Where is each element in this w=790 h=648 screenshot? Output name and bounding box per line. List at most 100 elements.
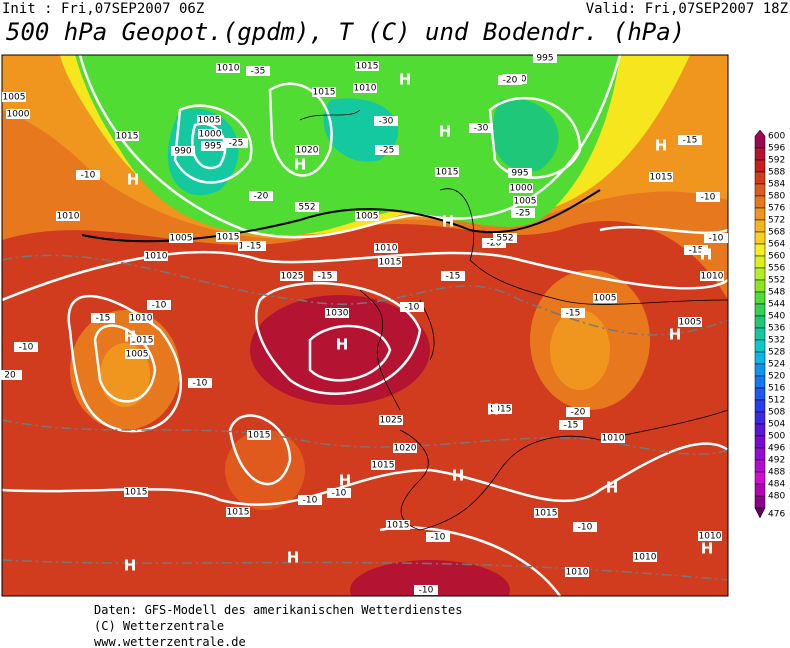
pressure-label-bg: [533, 53, 557, 63]
footer-copyright: (C) Wetterzentrale: [94, 619, 224, 633]
height-label-bg: [493, 233, 517, 243]
temperature-label-bg: [242, 241, 266, 251]
high-pressure-marker: H: [669, 326, 682, 344]
pressure-label-bg: [633, 552, 657, 562]
pressure-label: 1000: [7, 110, 30, 120]
pressure-label: 1005: [3, 93, 26, 103]
colorbar-label: 548: [768, 288, 785, 298]
temperature-label-bg: [313, 271, 337, 281]
pressure-label: 1010: [57, 212, 80, 222]
pressure-label-bg: [115, 131, 139, 141]
temperature-label: -10: [19, 343, 34, 353]
pressure-label-bg: [355, 211, 379, 221]
pressure-label: 1015: [248, 431, 271, 441]
valid-time: Valid: Fri,07SEP2007 18Z: [586, 1, 788, 17]
colorbar-label: 568: [768, 228, 785, 238]
pressure-label-bg: [2, 92, 26, 102]
pressure-label: 995: [511, 169, 528, 179]
temperature-label: -10: [431, 533, 446, 543]
high-pressure-marker: H: [294, 156, 307, 174]
colorbar-swatch: [754, 279, 766, 293]
temperature-label-bg: [91, 313, 115, 323]
pressure-label-bg: [565, 567, 589, 577]
pressure-label-bg: [698, 531, 722, 541]
high-pressure-marker: H: [655, 137, 668, 155]
pressure-label-bg: [169, 233, 193, 243]
pressure-label-bg: [125, 349, 149, 359]
temperature-label: -15: [564, 421, 579, 431]
temperature-label: -10: [701, 193, 716, 203]
colorbar-swatch: [754, 243, 766, 257]
colorbar-label: 560: [768, 252, 785, 262]
colorbar-label: 508: [768, 408, 785, 418]
pressure-label-bg: [198, 129, 222, 139]
pressure-label-bg: [216, 63, 240, 73]
pressure-label: 1010: [354, 84, 377, 94]
colorbar-label: 600: [768, 132, 785, 142]
pressure-label-bg: [280, 271, 304, 281]
pressure-label: 1010: [145, 252, 168, 262]
pressure-label-bg: [247, 430, 271, 440]
temperature-label-bg: [561, 308, 585, 318]
colorbar-label: 572: [768, 216, 785, 226]
pressure-label-bg: [393, 443, 417, 453]
colorbar-swatch: [754, 171, 766, 185]
pressure-label: 1030: [326, 309, 349, 319]
temperature-label: -20: [487, 239, 502, 249]
pressure-label: 1015: [387, 521, 410, 531]
footer-url: www.wetterzentrale.de: [94, 635, 246, 648]
map-frame: [1, 54, 729, 597]
pressure-label-bg: [435, 167, 459, 177]
colorbar-swatch: [754, 147, 766, 161]
temperature-label-bg: [400, 302, 424, 312]
temperature-label: -25: [229, 139, 244, 149]
colorbar-swatch: [754, 267, 766, 281]
colorbar-label: 516: [768, 384, 785, 394]
pressure-label: 1000: [510, 184, 533, 194]
pressure-label-bg: [124, 487, 148, 497]
colorbar-label: 544: [768, 300, 785, 310]
pressure-label-bg: [488, 404, 512, 414]
temperature-label-bg: [704, 233, 728, 243]
temperature-label-bg: [375, 145, 399, 155]
temperature-label: -25: [380, 146, 395, 156]
colorbar-swatch: [754, 375, 766, 389]
pressure-label: 1010: [375, 244, 398, 254]
pressure-label: 1005: [170, 234, 193, 244]
temperature-label-bg: [696, 192, 720, 202]
pressure-label-bg: [201, 141, 225, 151]
colorbar-swatch: [754, 459, 766, 473]
pressure-label: 1025: [380, 416, 403, 426]
pressure-label-bg: [678, 317, 702, 327]
colorbar-swatch: [754, 447, 766, 461]
temperature-label: -15: [318, 272, 333, 282]
pressure-label-bg: [355, 61, 379, 71]
colorbar-label: 556: [768, 264, 785, 274]
colorbar-label: 540: [768, 312, 785, 322]
pressure-label: 1005: [126, 350, 149, 360]
colorbar-label: 552: [768, 276, 785, 286]
pressure-label-bg: [649, 172, 673, 182]
map: [2, 55, 728, 596]
temperature-label-bg: [327, 488, 351, 498]
colorbar-swatch: [754, 363, 766, 377]
pressure-label: 1020: [394, 444, 417, 454]
pressure-label: 1015: [125, 488, 148, 498]
temperature-label-bg: [147, 300, 171, 310]
colorbar-label: 520: [768, 372, 785, 382]
colorbar-label: 524: [768, 360, 785, 370]
temperature-label: -10: [81, 171, 96, 181]
colorbar-swatch: [754, 471, 766, 485]
temperature-label-bg: [441, 271, 465, 281]
colorbar-swatch: [754, 183, 766, 197]
init-time: Init : Fri,07SEP2007 06Z: [2, 1, 204, 17]
temperature-label-bg: [0, 370, 22, 380]
pressure-label: 995: [536, 54, 553, 64]
temperature-label: -20: [571, 408, 586, 418]
high-pressure-marker: H: [700, 246, 713, 264]
pressure-label-bg: [129, 313, 153, 323]
colorbar-swatch: [754, 339, 766, 353]
colorbar-swatch: [754, 351, 766, 365]
colorbar-label: 496: [768, 444, 785, 454]
colorbar-label: 592: [768, 156, 785, 166]
